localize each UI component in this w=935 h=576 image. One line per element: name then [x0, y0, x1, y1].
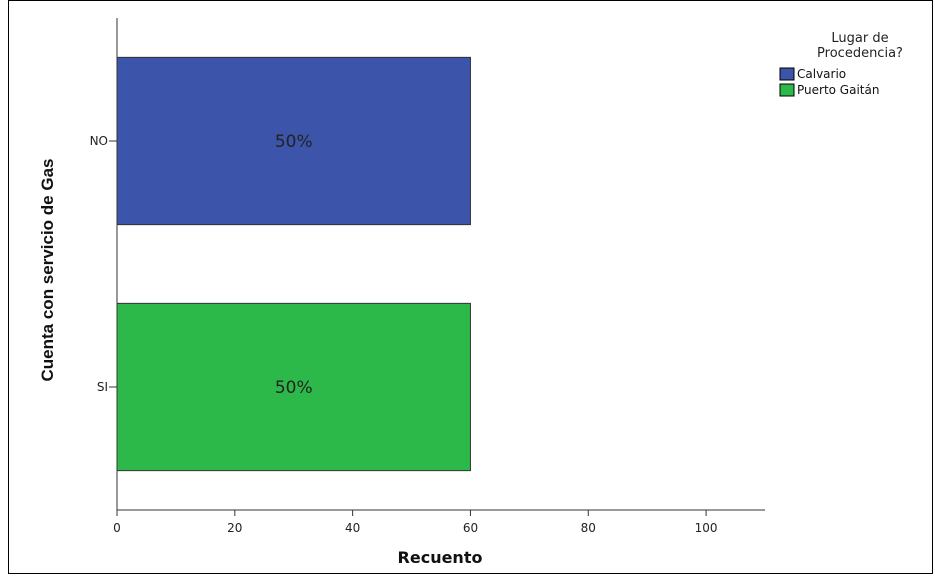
x-tick-label-20: 20 — [227, 521, 242, 535]
y-tick-label-no: NO — [90, 134, 108, 148]
legend-title-line-1: Lugar de — [831, 31, 888, 46]
x-axis-label: Recuento — [398, 548, 483, 567]
x-tick-label-100: 100 — [695, 521, 718, 535]
bar-data-label-si: 50% — [275, 378, 313, 398]
bar-si — [116, 302, 471, 472]
legend-swatch-calvario — [779, 67, 795, 81]
legend-title-line-2: Procedencia? — [817, 46, 903, 61]
legend-label-puerto-gaitan: Puerto Gaitán — [797, 83, 879, 97]
legend-swatch-puerto-gaitan — [779, 83, 795, 97]
axes-group: NO SI 0 20 40 60 80 100 — [90, 18, 765, 535]
chart-frame — [8, 0, 933, 574]
bars-group: 50% 50% — [116, 56, 471, 472]
y-axis-label: Cuenta con servicio de Gas — [38, 159, 57, 382]
x-tick-label-40: 40 — [345, 521, 360, 535]
y-tick-label-si: SI — [97, 380, 108, 394]
x-tick-label-0: 0 — [113, 521, 121, 535]
bar-data-label-no: 50% — [275, 132, 313, 152]
x-tick-label-60: 60 — [463, 521, 478, 535]
bar-no — [116, 56, 471, 226]
legend: Lugar de Procedencia? Calvario Puerto Ga… — [779, 31, 903, 97]
legend-label-calvario: Calvario — [797, 67, 846, 81]
x-tick-label-80: 80 — [581, 521, 596, 535]
